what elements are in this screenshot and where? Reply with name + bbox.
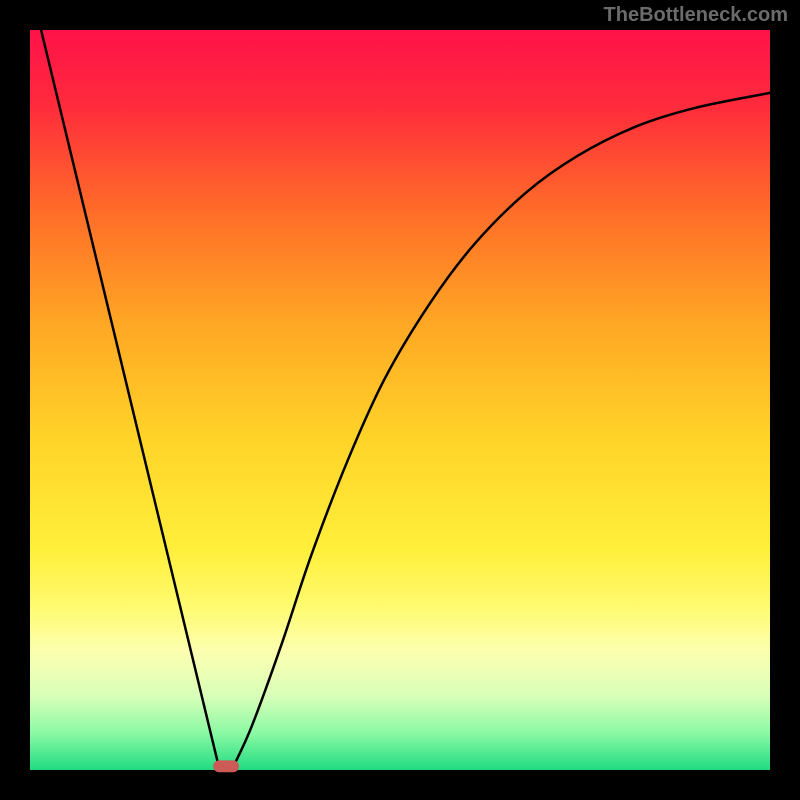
chart-container: TheBottleneck.com <box>0 0 800 800</box>
minimum-marker <box>213 760 239 772</box>
watermark-text: TheBottleneck.com <box>604 4 788 27</box>
chart-svg <box>0 0 800 800</box>
plot-background <box>30 30 770 770</box>
